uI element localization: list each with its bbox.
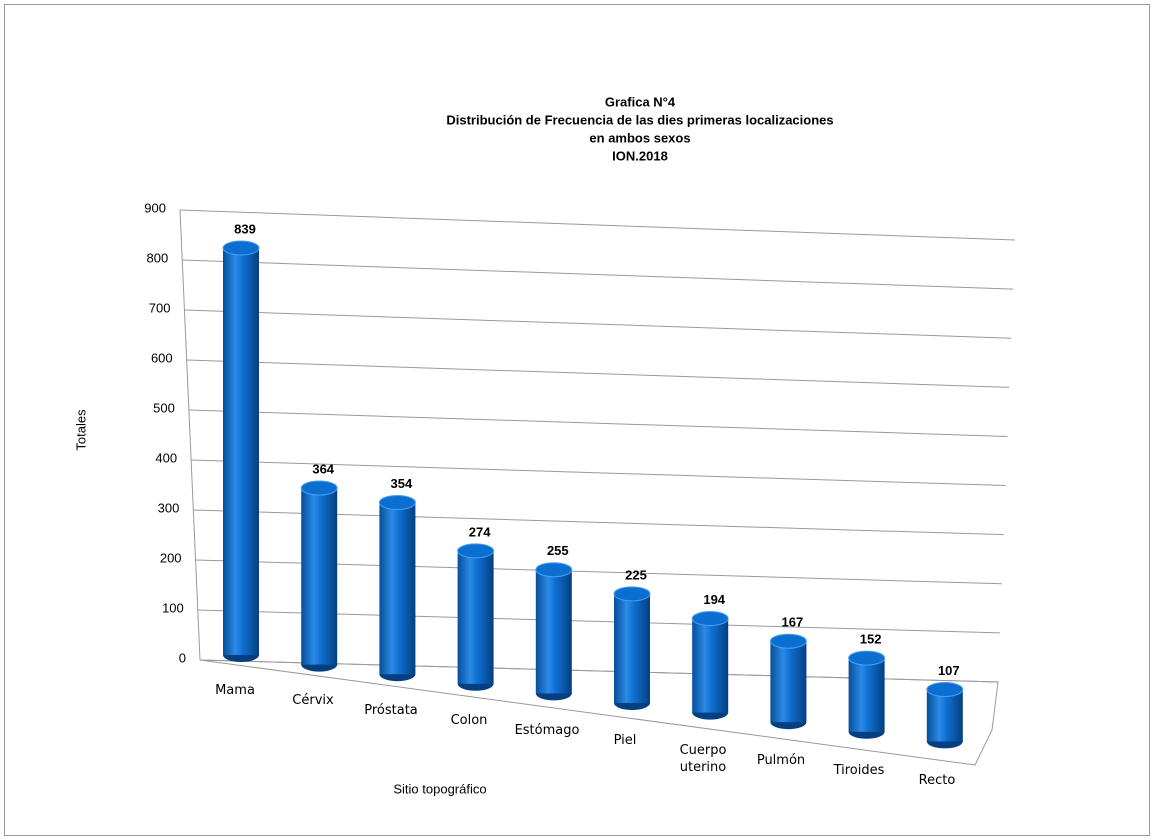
frame [4,4,1150,836]
grid-line [179,209,1016,241]
x-tick-label: Estómago [514,723,580,738]
y-tick-label: 200 [160,550,182,565]
y-tick-label: 100 [162,600,184,615]
x-tick-label: Mama [215,683,255,698]
x-tick-label: Cérvix [292,693,334,708]
value-label: 152 [860,632,882,647]
y-tick-label: 700 [149,300,171,315]
chart-title: en ambos sexos [589,130,690,145]
bar [301,488,338,665]
bar-top [613,586,651,602]
value-label: 194 [703,592,725,607]
value-label: 839 [234,221,256,236]
bar [457,550,494,684]
value-label: 255 [547,543,569,558]
grid-line [182,259,1014,290]
x-tick-label: Pulmón [756,753,806,768]
value-label: 225 [625,567,647,582]
bar-top [769,633,807,649]
x-tick-label: Piel [613,733,637,748]
grid-line [188,409,1008,437]
bar-top [457,543,495,559]
value-label: 364 [312,461,334,476]
bar [223,248,259,655]
y-tick-label: 300 [158,500,180,515]
y-tick-label: 400 [155,450,177,465]
value-label: 354 [391,476,413,491]
x-axis-label: Sitio topográfico [393,781,486,796]
bar [848,658,885,732]
chart-title: Grafica N°4 [605,94,676,109]
bar-top [848,650,886,666]
y-axis [179,209,201,661]
bar [926,689,963,742]
bar-top [691,610,729,626]
chart-title: ION.2018 [612,148,668,163]
y-tick-label: 800 [147,250,169,265]
x-tick-label: Próstata [364,703,418,718]
bar [379,502,416,675]
value-label: 274 [469,524,491,539]
value-label: 107 [938,663,960,678]
bar [770,641,807,723]
x-tick-label: Colon [450,713,488,728]
bar [614,593,650,703]
x-tick-label: Recto [918,773,956,788]
value-label: 167 [782,615,804,630]
y-axis-label: Totales [73,409,88,451]
y-tick-label: 900 [144,200,166,215]
y-tick-label: 0 [179,650,186,665]
grid-line [184,309,1012,339]
bar [535,569,572,694]
bar-top [926,681,964,697]
x-tick-label: Tiroides [833,763,885,778]
bar-top [535,562,573,578]
bar-top [300,480,338,496]
y-tick-label: 600 [151,350,173,365]
bar-top [378,494,416,510]
grid-line [191,459,1006,487]
grid-line [186,359,1010,388]
bar [692,618,729,713]
chart-title: Distribución de Frecuencia de las dies p… [446,112,833,127]
x-tick-label: Cuerpo uterino [679,743,727,775]
y-tick-label: 500 [153,400,175,415]
bar-top [222,240,260,256]
